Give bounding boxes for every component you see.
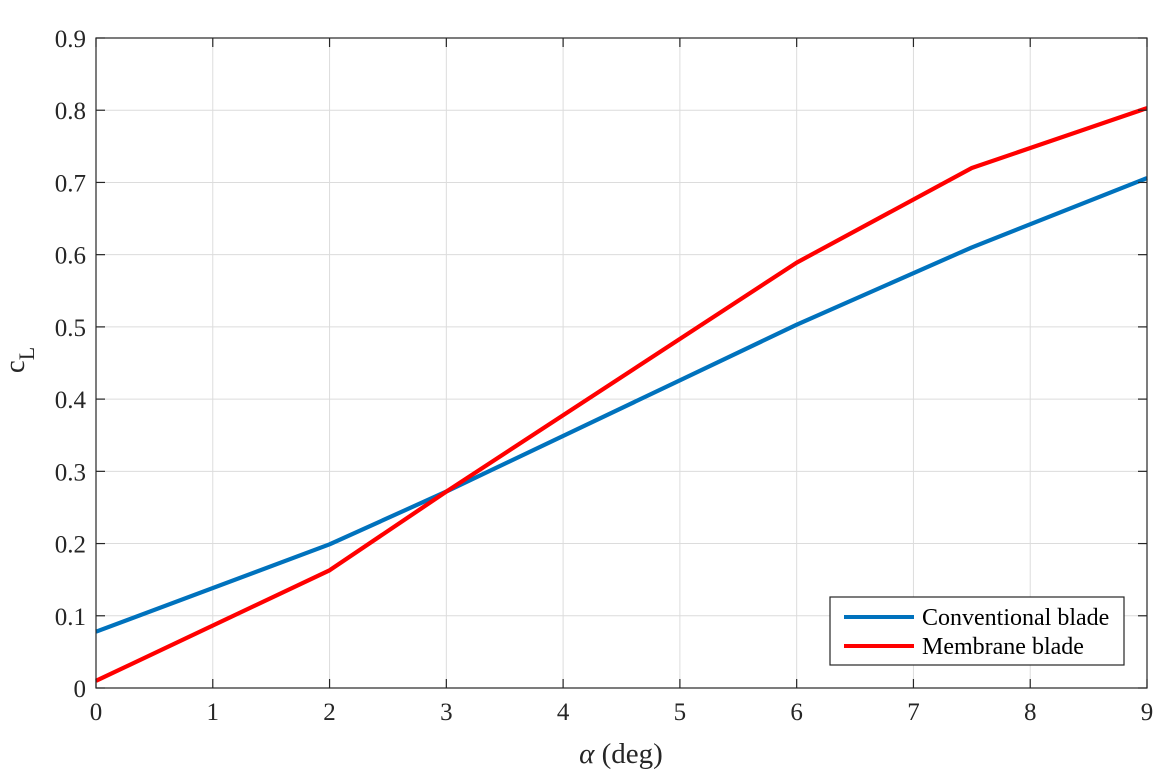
x-tick-label: 5 xyxy=(674,699,687,726)
y-tick-label: 0.1 xyxy=(55,604,86,631)
x-axis-label-unit: (deg) xyxy=(594,738,662,770)
y-axis-label: cL xyxy=(0,347,39,373)
x-axis-label-symbol: α xyxy=(579,738,595,770)
x-tick-label: 3 xyxy=(440,699,453,726)
legend-box xyxy=(829,596,1125,666)
x-tick-labels: 0 1 2 3 4 5 6 7 8 9 xyxy=(90,699,1154,726)
y-tick-label: 0 xyxy=(74,676,87,703)
x-tick-label: 4 xyxy=(557,699,570,726)
y-tick-label: 0.5 xyxy=(55,315,86,342)
x-tick-label: 1 xyxy=(207,699,220,726)
y-tick-labels: 0 0.1 0.2 0.3 0.4 0.5 0.6 0.7 0.8 0.9 xyxy=(55,26,87,703)
legend-label-membrane: Membrane blade xyxy=(922,634,1084,660)
series-line-membrane xyxy=(95,106,1148,683)
x-tick-label: 9 xyxy=(1141,699,1154,726)
y-axis-label-main: c xyxy=(0,360,31,373)
series-line-conventional xyxy=(95,176,1148,634)
y-tick-label: 0.6 xyxy=(55,243,86,270)
x-tick-label: 7 xyxy=(907,699,920,726)
x-tick-label: 2 xyxy=(323,699,336,726)
y-tick-label: 0.7 xyxy=(55,170,86,197)
series-lines xyxy=(95,106,1148,683)
grid xyxy=(95,37,1148,689)
x-tick-label: 8 xyxy=(1024,699,1037,726)
x-tick-label: 0 xyxy=(90,699,103,726)
y-tick-label: 0.3 xyxy=(55,459,86,486)
plot-frame xyxy=(95,37,1148,689)
svg-text:cL: cL xyxy=(0,347,39,373)
y-tick-label: 0.4 xyxy=(55,387,87,414)
y-tick-label: 0.2 xyxy=(55,532,86,559)
axis-ticks xyxy=(95,37,1148,689)
x-axis-label: α (deg) xyxy=(579,738,663,770)
y-axis-label-sub: L xyxy=(14,347,39,360)
legend: Conventional blade Membrane blade xyxy=(829,596,1125,666)
legend-label-conventional: Conventional blade xyxy=(922,605,1109,631)
y-tick-label: 0.9 xyxy=(55,26,86,53)
y-tick-label: 0.8 xyxy=(55,98,86,125)
x-tick-label: 6 xyxy=(790,699,803,726)
